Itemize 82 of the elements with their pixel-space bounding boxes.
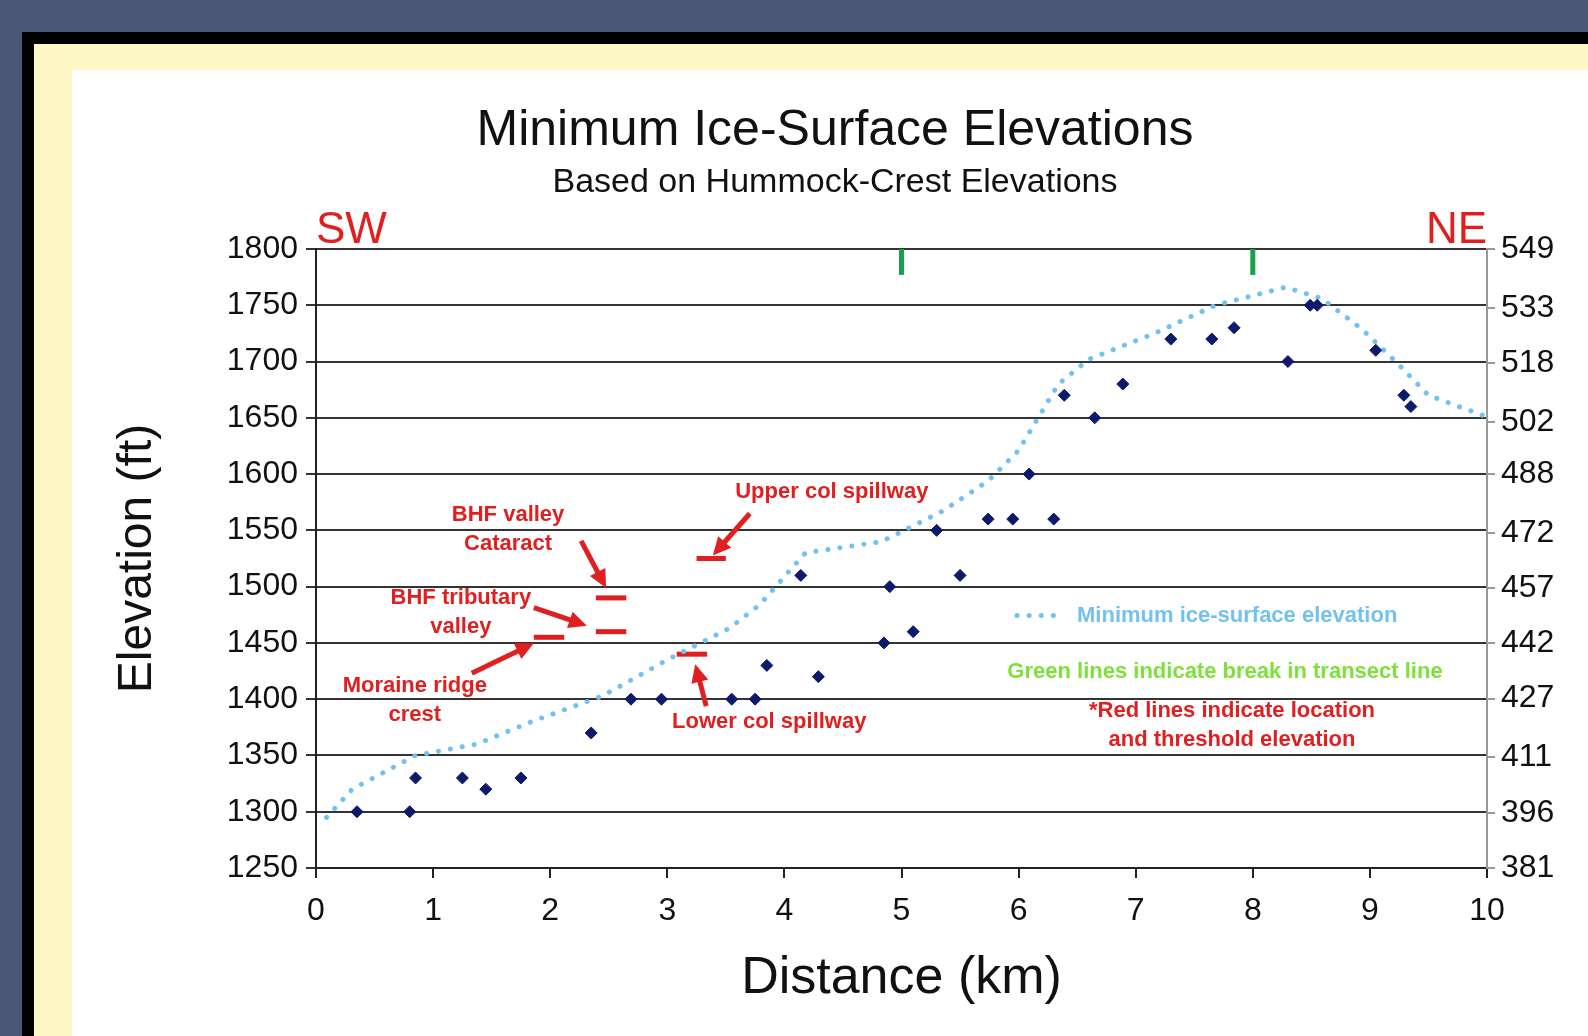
point [748, 692, 762, 706]
point [760, 658, 774, 672]
x-tick-label: 5 [892, 891, 911, 928]
y-tick-label: 1750 [226, 285, 298, 322]
point [906, 625, 920, 639]
point [455, 771, 469, 785]
annotation: Lower col spillway [672, 708, 868, 734]
annotation: BHF tributary valley [390, 584, 532, 639]
point [1057, 388, 1071, 402]
point [981, 512, 995, 526]
x-tick-label: 1 [424, 891, 442, 928]
y2-tick-label: 502 [1501, 402, 1555, 438]
point [883, 580, 897, 594]
x-axis-title: Distance (km) [741, 946, 1062, 1005]
y2-tick-label: 533 [1501, 287, 1555, 324]
x-tick-label: 8 [1243, 891, 1262, 928]
y2-tick-label: 442 [1501, 623, 1555, 660]
point [1022, 467, 1036, 481]
y-tick-label: 1400 [226, 679, 298, 716]
point [1404, 400, 1418, 414]
y-tick-label: 1300 [226, 791, 298, 828]
point [1164, 332, 1178, 346]
point [409, 771, 423, 785]
x-tick-label: 10 [1469, 891, 1505, 928]
annotation: NE [1425, 203, 1487, 252]
y-tick-label: 1650 [226, 397, 298, 434]
y2-tick-label: 381 [1501, 847, 1555, 884]
annotation: Upper col spillway [735, 477, 930, 503]
y-tick-label: 1450 [226, 622, 298, 659]
point [1227, 321, 1241, 335]
x-tick-label: 6 [1009, 891, 1028, 928]
annotation: BHF valley Cataract [451, 501, 566, 556]
point [725, 692, 739, 706]
y2-tick-label: 396 [1501, 792, 1555, 829]
point [1088, 411, 1102, 425]
y-tick-label: 1700 [226, 341, 298, 378]
y2-tick-label: 411 [1501, 737, 1553, 774]
point [1047, 512, 1061, 526]
y2-tick-label: 518 [1501, 343, 1555, 380]
legend-label: Minimum ice-surface elevation [1077, 601, 1398, 627]
point [953, 568, 967, 582]
x-tick-label: 3 [658, 891, 677, 928]
x-tick-label: 4 [775, 891, 794, 928]
annotation: Moraine ridge crest [342, 671, 487, 726]
chart-title: Minimum Ice-Surface Elevations [476, 100, 1194, 156]
point [654, 692, 668, 706]
point [624, 692, 638, 706]
point [479, 782, 493, 796]
annotation: SW [316, 203, 388, 252]
point [1397, 388, 1411, 402]
point [584, 726, 598, 740]
point [350, 805, 364, 819]
annotation: Green lines indicate break in transect line [1007, 658, 1443, 684]
y-tick-label: 1550 [226, 510, 298, 547]
y-axis-title: Elevation (ft) [108, 423, 162, 694]
point [1281, 355, 1295, 369]
point [930, 523, 944, 537]
x-tick-label: 0 [307, 891, 325, 928]
point [811, 670, 825, 684]
y-tick-label: 1600 [226, 453, 298, 490]
y-tick-label: 1350 [226, 735, 298, 772]
y2-tick-label: 427 [1501, 678, 1555, 715]
y2-tick-label: 549 [1501, 228, 1555, 265]
annotation: *Red lines indicate location and threshold elevation [1088, 697, 1376, 752]
point [403, 805, 417, 819]
y2-tick-label: 472 [1501, 512, 1555, 549]
x-tick-label: 2 [541, 891, 560, 928]
y2-tick-label: 457 [1501, 567, 1555, 604]
y-tick-label: 1800 [226, 228, 298, 265]
point [1116, 377, 1130, 391]
x-tick-label: 9 [1361, 891, 1379, 928]
chart-subtitle: Based on Hummock-Crest Elevations [552, 161, 1118, 199]
point [1006, 512, 1020, 526]
point [514, 771, 528, 785]
point [794, 568, 808, 582]
y2-tick-label: 488 [1501, 453, 1555, 490]
y-tick-label: 1250 [226, 847, 298, 884]
point [877, 636, 891, 650]
x-tick-label: 7 [1126, 891, 1145, 928]
y-tick-label: 1500 [226, 566, 298, 603]
point [1369, 343, 1383, 357]
point [1205, 332, 1219, 346]
